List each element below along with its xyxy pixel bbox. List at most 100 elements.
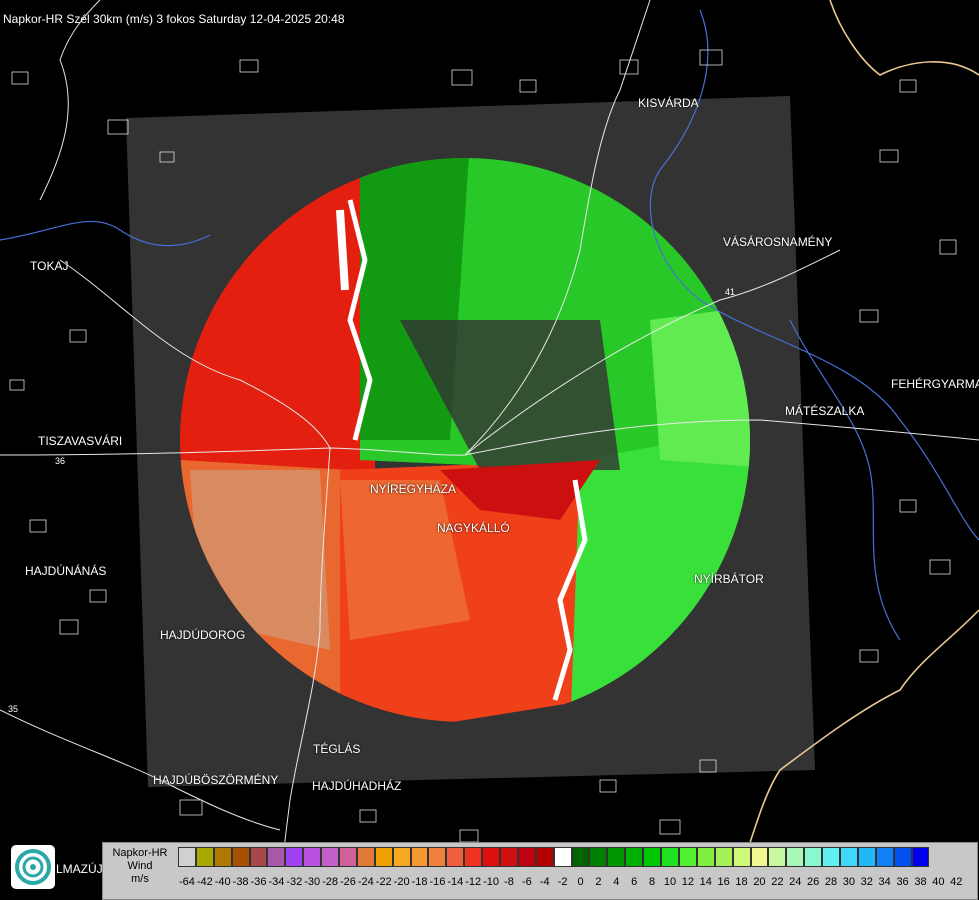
legend-tick-label: 28 bbox=[824, 876, 838, 888]
legend-tick-label: -34 bbox=[268, 876, 285, 888]
legend-swatch bbox=[178, 847, 196, 867]
legend-tick-label: -12 bbox=[465, 876, 482, 888]
legend-swatch bbox=[428, 847, 447, 867]
legend-tick-label: 14 bbox=[699, 876, 712, 888]
legend-tick-label: -6 bbox=[521, 876, 532, 888]
legend-swatch bbox=[714, 847, 733, 867]
road-number-36: 36 bbox=[55, 456, 65, 466]
legend-swatch bbox=[285, 847, 304, 867]
legend-swatch bbox=[839, 847, 858, 867]
legend-swatch bbox=[410, 847, 429, 867]
legend-swatch bbox=[678, 847, 697, 867]
legend-swatch bbox=[356, 847, 375, 867]
city-kisvarda: KISVÁRDA bbox=[638, 96, 699, 110]
legend-swatch bbox=[732, 847, 751, 867]
legend-tick-label: 10 bbox=[663, 876, 677, 888]
city-tokaj: TOKAJ bbox=[30, 259, 69, 273]
legend-source: Napkor-HR bbox=[112, 847, 168, 859]
legend-tick-label: 18 bbox=[735, 876, 748, 888]
legend-tick-label: -42 bbox=[196, 876, 213, 888]
legend-swatch bbox=[804, 847, 823, 867]
legend-tick-label: -28 bbox=[322, 876, 339, 888]
legend-swatch bbox=[661, 847, 679, 867]
legend-swatch bbox=[267, 847, 286, 867]
city-mateszalka: MÁTÉSZALKA bbox=[785, 404, 865, 418]
legend-tick-label: -10 bbox=[483, 876, 500, 888]
legend-swatch bbox=[553, 847, 572, 867]
legend-swatch bbox=[195, 847, 214, 867]
legend-swatch bbox=[339, 847, 357, 867]
legend-tick-label: -38 bbox=[232, 876, 249, 888]
legend-swatch bbox=[482, 847, 501, 867]
city-nagykallo: NAGYKÁLLÓ bbox=[437, 521, 510, 535]
radar-echo bbox=[180, 158, 750, 722]
legend-tick-label: 12 bbox=[681, 876, 694, 888]
legend-tick-label: 36 bbox=[896, 876, 909, 888]
legend-tick-label: 26 bbox=[806, 876, 820, 888]
settlement-outlines bbox=[9, 49, 957, 843]
legend-tick-label: -18 bbox=[411, 876, 428, 888]
rivers bbox=[0, 9, 979, 641]
legend-tick-label: 16 bbox=[717, 876, 730, 888]
legend-variable: Wind bbox=[127, 860, 153, 872]
legend-tick-label: -2 bbox=[557, 876, 568, 888]
city-nyirbator: NYÍRBÁTOR bbox=[694, 572, 764, 586]
legend-header: Napkor-HR Wind m/s bbox=[103, 847, 177, 886]
legend-swatch bbox=[535, 847, 554, 867]
legend-unit: m/s bbox=[131, 873, 149, 885]
legend-tick-label: 42 bbox=[950, 876, 963, 888]
legend-tick-label: 20 bbox=[753, 876, 766, 888]
border-lines bbox=[729, 0, 979, 900]
legend-swatch bbox=[607, 847, 626, 867]
legend-tick-label: -16 bbox=[429, 876, 446, 888]
legend-swatch bbox=[589, 847, 608, 867]
legend-swatch bbox=[464, 847, 483, 867]
legend-swatch bbox=[213, 847, 232, 867]
legend-swatches bbox=[178, 847, 930, 869]
legend-swatch bbox=[625, 847, 644, 867]
legend-tick-label: 40 bbox=[932, 876, 945, 888]
city-nyiregyhaza: NYÍREGYHÁZA bbox=[370, 482, 457, 496]
legend-swatch bbox=[231, 847, 250, 867]
city-hajdunanas: HAJDÚNÁNÁS bbox=[25, 564, 107, 578]
color-legend: Napkor-HR Wind m/s -64 -42 -40 -38 -36 -34 -32… bbox=[102, 842, 978, 900]
legend-swatch bbox=[786, 847, 805, 867]
road-number-41: 41 bbox=[725, 287, 735, 297]
legend-swatch bbox=[321, 847, 340, 867]
legend-swatch bbox=[768, 847, 787, 867]
legend-swatch bbox=[303, 847, 322, 867]
legend-swatch bbox=[857, 847, 876, 867]
legend-swatch bbox=[750, 847, 769, 867]
legend-tick-label: 30 bbox=[842, 876, 856, 888]
legend-tick-label: 34 bbox=[878, 876, 891, 888]
legend-swatch bbox=[822, 847, 840, 867]
legend-swatch bbox=[875, 847, 894, 867]
legend-tick-label: -64 bbox=[178, 876, 195, 888]
legend-tick-label: -36 bbox=[250, 876, 267, 888]
city-tiszavasvari: TISZAVASVÁRI bbox=[38, 434, 123, 448]
legend-tick-label: 24 bbox=[789, 876, 802, 888]
legend-tick-label: 4 bbox=[613, 876, 620, 888]
legend-ticks: -64 -42 -40 -38 -36 -34 -32 -30 -28 -26 -24 -22 -20-… bbox=[178, 876, 965, 888]
city-hajduhadhaz: HAJDÚHADHÁZ bbox=[312, 779, 402, 793]
legend-swatch bbox=[249, 847, 268, 867]
legend-tick-label: -8 bbox=[504, 876, 514, 888]
legend-tick-label: -4 bbox=[539, 876, 550, 888]
legend-tick-label: -30 bbox=[304, 876, 321, 888]
legend-tick-label: 22 bbox=[771, 876, 784, 888]
legend-tick-label: 6 bbox=[631, 876, 638, 888]
city-hajdudorog: HAJDÚDOROG bbox=[160, 628, 246, 642]
legend-tick-label: 0 bbox=[577, 876, 584, 888]
napkor-logo-icon bbox=[11, 845, 55, 889]
legend-tick-label: 2 bbox=[595, 876, 602, 888]
map-title: Napkor-HR Szél 30km (m/s) 3 fokos Saturd… bbox=[3, 12, 345, 26]
road-number-35: 35 bbox=[8, 704, 18, 714]
legend-tick-label: -14 bbox=[447, 876, 464, 888]
legend-swatch bbox=[500, 847, 518, 867]
city-fehergyarmat: FEHÉRGYARMA bbox=[891, 377, 979, 391]
legend-tick-label: -32 bbox=[286, 876, 303, 888]
legend-tick-label: -26 bbox=[340, 876, 356, 888]
legend-swatch bbox=[392, 847, 411, 867]
city-teglas: TÉGLÁS bbox=[313, 742, 361, 756]
